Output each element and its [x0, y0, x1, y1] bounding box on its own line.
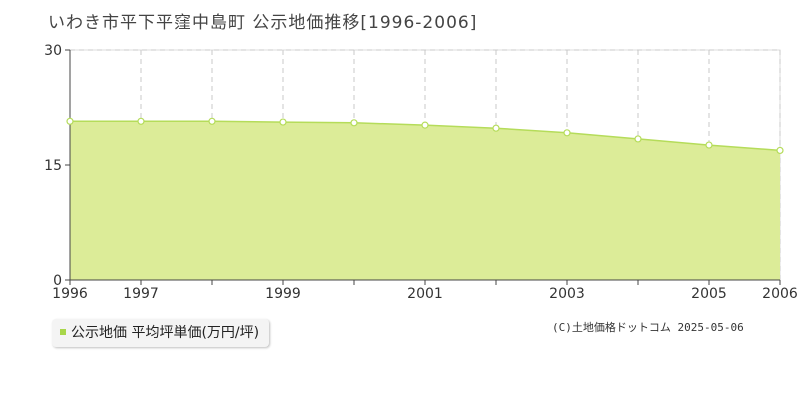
- x-tick-label: 1996: [52, 286, 88, 302]
- data-markers: [66, 117, 784, 155]
- x-tick-label: 2001: [407, 286, 443, 302]
- x-tick-label: 1997: [123, 286, 159, 302]
- y-tick-label: 30: [44, 43, 62, 59]
- chart-title: いわき市平下平窪中島町 公示地価推移[1996-2006]: [48, 13, 478, 33]
- y-tick-label: 15: [44, 158, 62, 174]
- data-point: [137, 117, 145, 125]
- data-point: [492, 124, 500, 132]
- area-series: [70, 120, 781, 280]
- tick-labels: 1996 1997 1999 2001 2003 2005 2006 0 15 30: [44, 43, 798, 302]
- data-point: [634, 135, 642, 143]
- data-point: [705, 141, 713, 149]
- x-tick-label: 2005: [691, 286, 727, 302]
- x-tick-label: 1999: [265, 286, 301, 302]
- legend: 公示地価 平均坪単価(万円/坪): [52, 319, 270, 347]
- axes: [65, 49, 781, 285]
- data-point: [776, 146, 784, 155]
- data-point: [350, 119, 358, 127]
- legend-swatch: [60, 329, 66, 335]
- data-point: [208, 117, 216, 125]
- x-tick-label: 2003: [549, 286, 585, 302]
- x-tick-label: 2006: [762, 286, 798, 302]
- legend-label: 公示地価 平均坪単価(万円/坪): [71, 325, 260, 341]
- area-fill: [70, 121, 780, 280]
- copyright-text: (C)土地価格ドットコム 2025-05-06: [552, 321, 744, 334]
- data-point: [279, 118, 287, 126]
- data-point: [421, 121, 429, 129]
- y-tick-label: 0: [53, 273, 62, 289]
- data-point: [563, 129, 571, 137]
- data-point: [66, 117, 74, 125]
